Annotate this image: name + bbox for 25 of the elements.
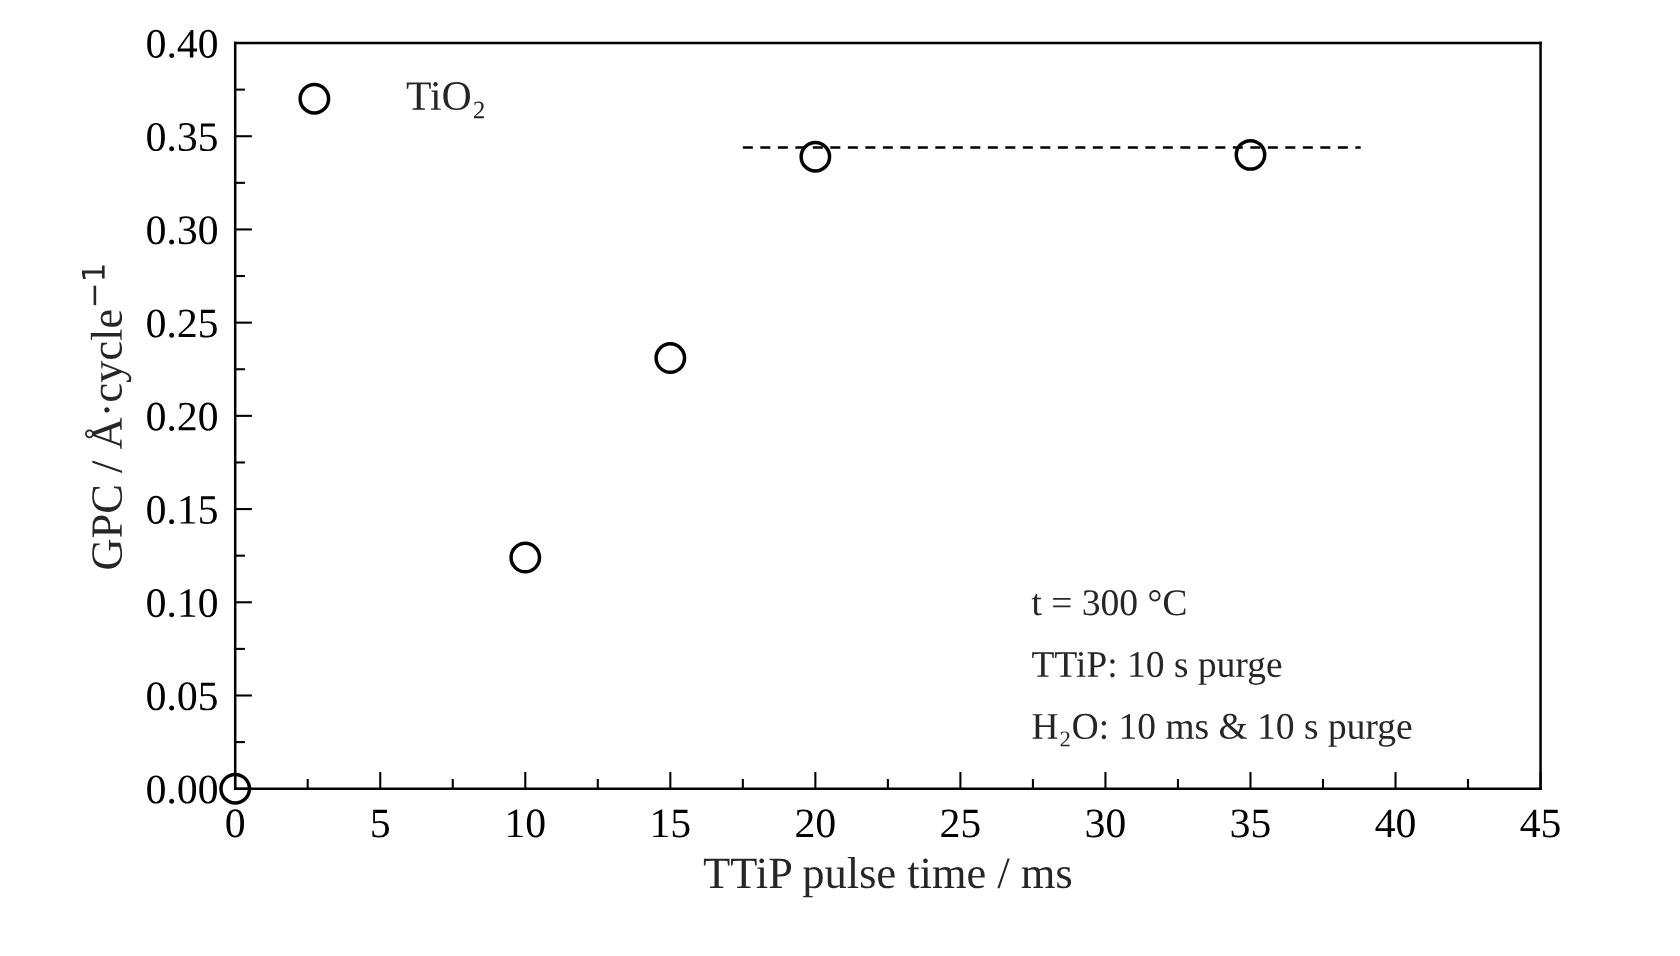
- x-tick-label: 35: [1231, 809, 1270, 838]
- annotation: TTiP: 10 s purge: [1032, 651, 1282, 685]
- x-tick-label: 40: [1375, 809, 1415, 838]
- x-tick-label: 5: [372, 809, 390, 838]
- annotation: H₂O: 10 ms & 10 s purge: [1032, 713, 1412, 747]
- x-tick-label: 25: [941, 809, 980, 838]
- annotation: t = 300 °C: [1031, 590, 1186, 616]
- x-axis-title: TTiP pulse time / ms: [703, 857, 1072, 898]
- y-tick-label: 0.15: [147, 495, 217, 525]
- y-tick-label: 0.40: [147, 29, 217, 59]
- y-tick-label: 0.30: [147, 216, 217, 245]
- y-tick-label: 0.35: [147, 122, 217, 152]
- y-tick-label: 0.05: [147, 682, 217, 711]
- x-tick-label: 20: [796, 809, 835, 838]
- x-tick-label: 15: [653, 809, 690, 838]
- x-tick-label: 30: [1086, 809, 1125, 838]
- y-tick-label: 0.00: [147, 775, 217, 804]
- y-tick-label: 0.10: [147, 589, 217, 618]
- x-tick-label: 10: [508, 809, 545, 838]
- y-axis-title: GPC / Å·cycle$^{−1}$: [81, 265, 132, 569]
- x-tick-label: 45: [1520, 809, 1560, 838]
- y-tick-label: 0.20: [147, 402, 217, 431]
- x-tick-label: 0: [226, 809, 245, 838]
- legend-label: TiO₂: [406, 82, 484, 119]
- y-tick-label: 0.25: [147, 309, 217, 338]
